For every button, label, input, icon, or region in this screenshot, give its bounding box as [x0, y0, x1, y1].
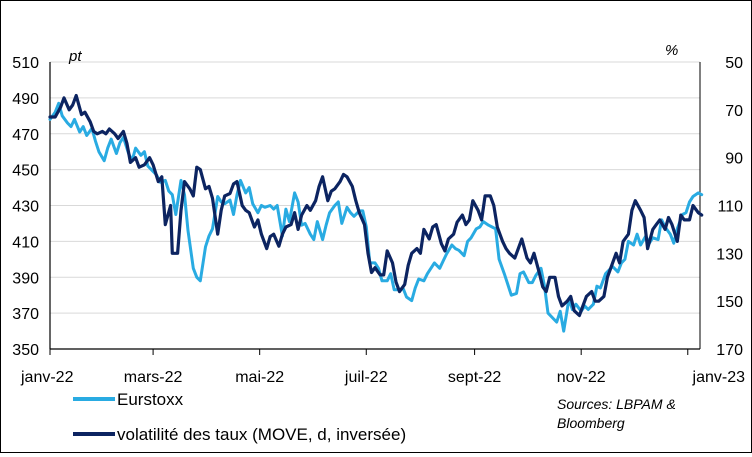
x-tick-label-janv-23: janv-23 — [692, 369, 746, 386]
x-tick-label-mars-22: mars-22 — [124, 369, 183, 386]
right-axis-unit: % — [665, 42, 678, 59]
right-tick-label-130: 130 — [716, 246, 743, 263]
left-tick-label-470: 470 — [12, 127, 39, 144]
left-tick-label-390: 390 — [12, 270, 39, 287]
x-tick-label-sept-22: sept-22 — [448, 369, 501, 386]
left-tick-label-430: 430 — [12, 199, 39, 216]
source-line-2: Bloomberg — [557, 415, 625, 431]
left-tick-label-450: 450 — [12, 163, 39, 180]
legend: Eurstoxx volatilité des taux (MOVE, d, i… — [73, 390, 406, 444]
tick-labels: 510 490 470 450 430 410 390 370 350 50 70 90 110 130 1… — [12, 55, 745, 386]
legend-label-move: volatilité des taux (MOVE, d, inversée) — [117, 425, 406, 444]
left-tick-label-410: 410 — [12, 234, 39, 251]
series-line-move — [48, 93, 704, 318]
right-tick-label-50: 50 — [725, 55, 743, 72]
grid-lines — [50, 61, 700, 350]
x-tick-label-nov-22: nov-22 — [557, 369, 606, 386]
x-tick-label-janv-22: janv-22 — [20, 369, 74, 386]
right-tick-label-90: 90 — [725, 151, 743, 168]
left-tick-label-350: 350 — [12, 342, 39, 359]
left-tick-label-370: 370 — [12, 306, 39, 323]
x-tick-label-mai-22: mai-22 — [235, 369, 284, 386]
source-note: Sources: LBPAM & Bloomberg — [557, 396, 676, 431]
series-lines — [48, 93, 704, 333]
axes — [49, 62, 701, 355]
left-axis-unit: pt — [68, 48, 82, 65]
x-tick-label-juil-22: juil-22 — [344, 369, 388, 386]
right-tick-label-110: 110 — [717, 199, 743, 216]
right-tick-label-150: 150 — [716, 294, 743, 311]
left-tick-label-490: 490 — [12, 91, 39, 108]
left-tick-label-510: 510 — [12, 55, 39, 72]
source-line-1: Sources: LBPAM & — [557, 396, 676, 412]
right-tick-label-70: 70 — [725, 103, 743, 120]
legend-label-eurstoxx: Eurstoxx — [117, 390, 184, 409]
right-tick-label-170: 170 — [716, 342, 743, 359]
